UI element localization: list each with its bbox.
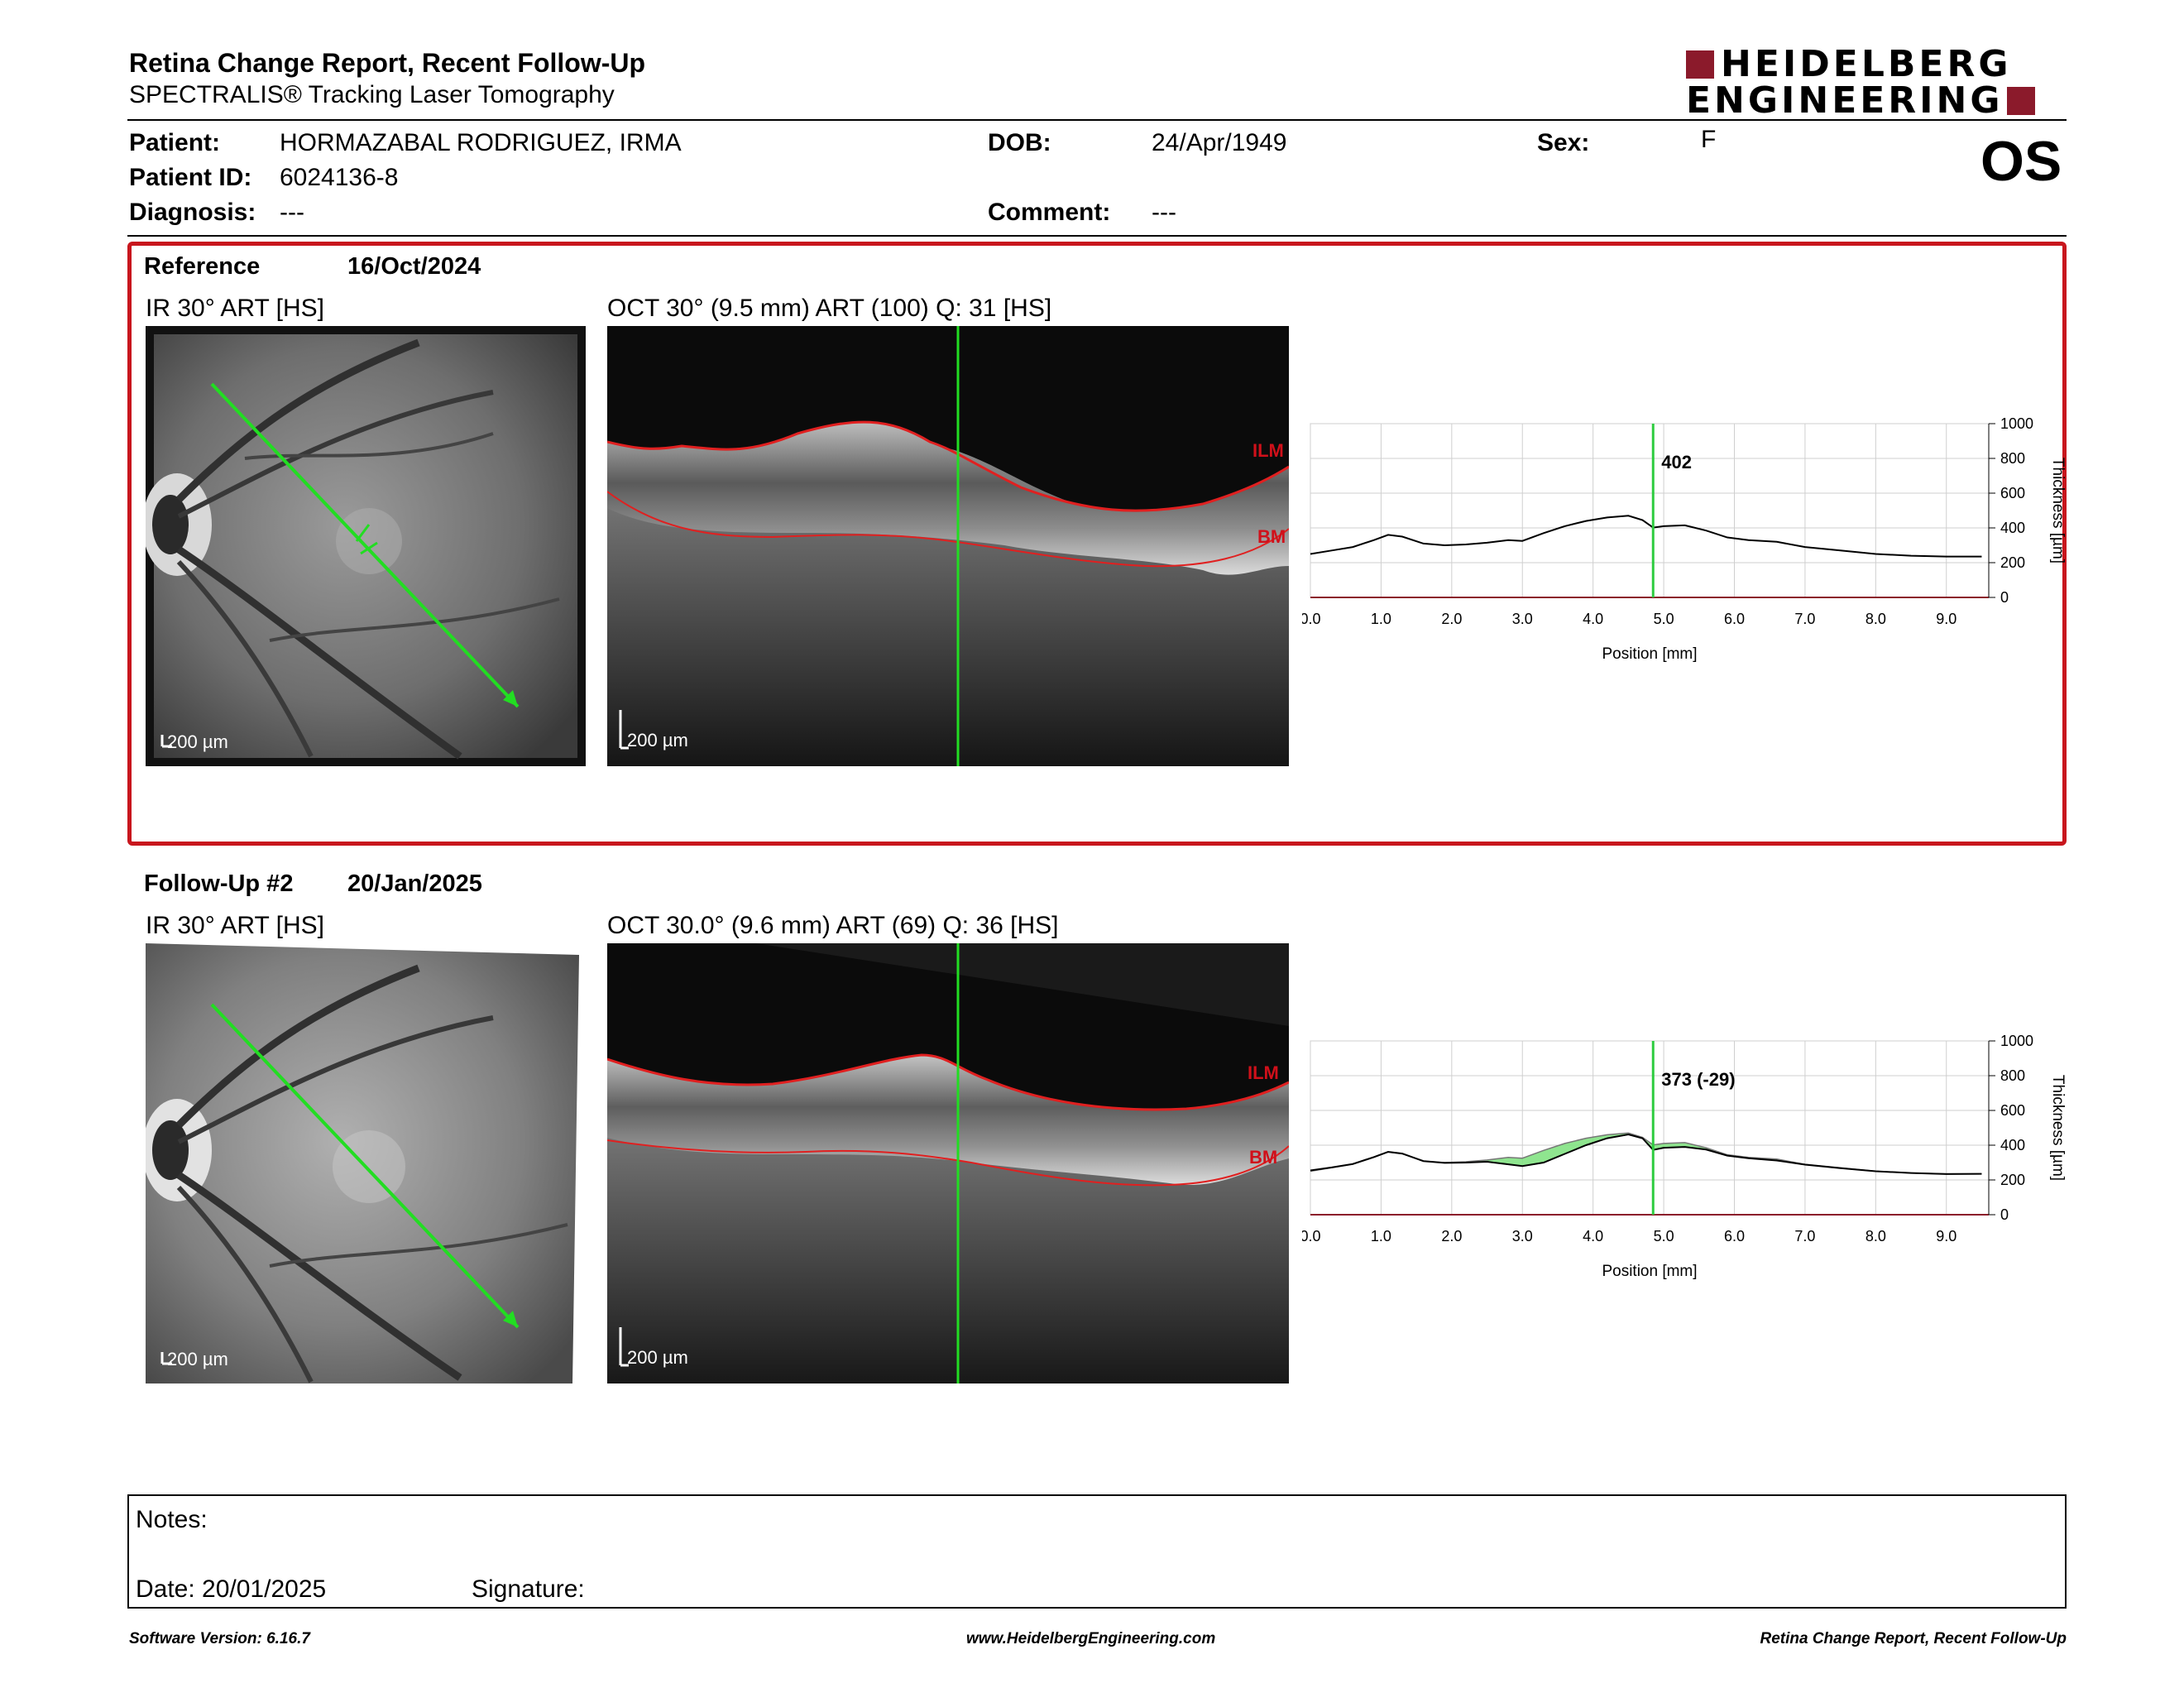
followup-ir-fundus-image: 200 µm [142,943,586,1383]
diagnosis-value: --- [280,199,304,226]
reference-ir-scalebar: 200 µm [167,731,228,752]
x-tick-label: 2.0 [1441,611,1462,627]
x-tick-label: 6.0 [1724,1228,1745,1244]
y-tick-label: 400 [2000,1137,2025,1153]
sex-value: F [1701,126,1717,153]
report-subtitle: SPECTRALIS® Tracking Laser Tomography [129,81,615,108]
footer-software-version: Software Version: 6.16.7 [129,1630,310,1647]
logo-line-1: HEIDELBERG [1721,43,2012,85]
followup-bm-label: BM [1249,1147,1277,1168]
notes-signature-label: Signature: [472,1575,585,1603]
y-tick-label: 0 [2000,589,2009,606]
reference-ilm-label: ILM [1252,440,1284,461]
x-tick-label: 2.0 [1441,1228,1462,1244]
x-tick-label: 8.0 [1866,611,1886,627]
reference-bm-label: BM [1257,526,1286,547]
comment-value: --- [1152,199,1176,226]
comment-label: Comment: [988,199,1111,226]
followup-ir-scalebar: 200 µm [167,1349,228,1369]
followup-thickness-chart: 0 200 400 600 800 1000 0.0 1.0 2.0 3.0 4.0 5.0 6.0 7.… [1300,1029,2071,1294]
reference-label: Reference [144,253,261,280]
reference-oct-title: OCT 30° (9.5 mm) ART (100) Q: 31 [HS] [607,295,1052,322]
x-tick-label: 1.0 [1371,1228,1391,1244]
y-tick-label: 200 [2000,1172,2025,1188]
y-axis-title: Thickness [µm] [2049,458,2067,563]
x-tick-label: 3.0 [1512,1228,1533,1244]
reference-oct-scalebar: 200 µm [627,730,688,750]
followup-oct-title: OCT 30.0° (9.6 mm) ART (69) Q: 36 [HS] [607,912,1059,939]
x-tick-label: 4.0 [1583,611,1603,627]
notes-box [127,1494,2067,1609]
eye-indicator: OS [1980,130,2062,193]
dob-label: DOB: [988,129,1051,156]
notes-date: Date: 20/01/2025 [136,1575,327,1603]
patient-id-value: 6024136-8 [280,164,399,191]
x-axis-title: Position [mm] [1602,645,1697,663]
x-tick-label: 0.0 [1302,1228,1321,1244]
thickness-line [1310,515,1982,558]
y-tick-label: 800 [2000,1067,2025,1084]
reference-ir-title: IR 30° ART [HS] [146,295,324,322]
followup-date: 20/Jan/2025 [347,870,482,897]
x-tick-label: 8.0 [1866,1228,1886,1244]
y-tick-label: 1000 [2000,1033,2033,1049]
x-tick-label: 9.0 [1936,611,1956,627]
reference-oct-bscan: ILM BM 200 µm [606,326,1290,766]
y-tick-label: 1000 [2000,415,2033,432]
followup-label: Follow-Up #2 [144,870,294,897]
x-tick-label: 3.0 [1512,611,1533,627]
patient-id-label: Patient ID: [129,164,252,191]
diagnosis-label: Diagnosis: [129,199,256,226]
dob-value: 24/Apr/1949 [1152,129,1287,156]
x-tick-label: 1.0 [1371,611,1391,627]
position-marker-value: 402 [1661,452,1692,472]
followup-oct-scalebar: 200 µm [627,1347,688,1368]
followup-oct-bscan: ILM BM 200 µm [606,943,1290,1383]
plot-area [1310,423,1990,598]
y-tick-label: 200 [2000,554,2025,571]
x-tick-label: 7.0 [1794,611,1815,627]
y-tick-label: 800 [2000,450,2025,467]
x-tick-label: 7.0 [1794,1228,1815,1244]
y-tick-label: 600 [2000,485,2025,501]
y-tick-label: 0 [2000,1206,2009,1223]
y-axis-title: Thickness [µm] [2049,1075,2067,1181]
reference-section-box [127,242,2067,846]
footer-website: www.HeidelbergEngineering.com [966,1630,1216,1647]
x-tick-label: 5.0 [1654,1228,1674,1244]
x-axis-title: Position [mm] [1602,1263,1697,1280]
x-tick-label: 4.0 [1583,1228,1603,1244]
plot-area [1310,1040,1990,1216]
reference-ir-fundus-image: 200 µm [142,326,586,766]
y-tick-label: 600 [2000,1102,2025,1119]
patient-label: Patient: [129,129,221,156]
footer-report-name: Retina Change Report, Recent Follow-Up [1760,1630,2067,1647]
report-title: Retina Change Report, Recent Follow-Up [129,48,646,78]
reference-thickness-chart: 0 200 400 600 800 1000 0.0 1.0 2.0 3.0 4.0 5.0 6.0 7.… [1300,412,2071,677]
logo-line-2: ENGINEERING [1686,79,2004,122]
y-tick-label: 400 [2000,520,2025,536]
reference-date: 16/Oct/2024 [347,253,481,280]
x-tick-label: 9.0 [1936,1228,1956,1244]
x-tick-label: 0.0 [1302,611,1321,627]
sex-label: Sex: [1537,129,1590,156]
followup-thickness-line [1310,1133,1982,1175]
x-tick-label: 6.0 [1724,611,1745,627]
patient-name: HORMAZABAL RODRIGUEZ, IRMA [280,129,682,156]
position-marker-value: 373 (-29) [1661,1069,1735,1090]
notes-label: Notes: [136,1506,208,1533]
followup-ilm-label: ILM [1248,1062,1279,1083]
followup-ir-title: IR 30° ART [HS] [146,912,324,939]
x-tick-label: 5.0 [1654,611,1674,627]
